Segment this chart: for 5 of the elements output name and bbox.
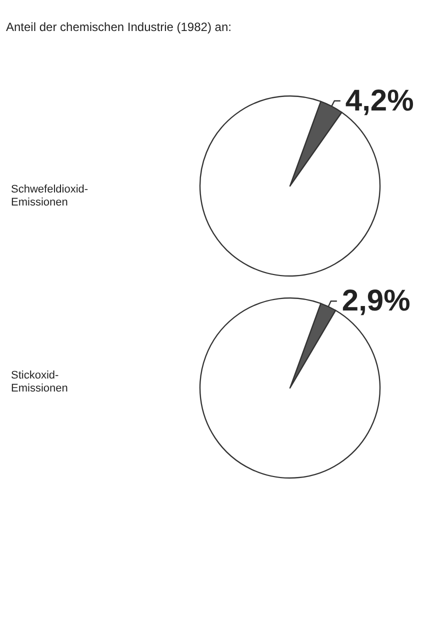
- text: Anteil der chemischen Industrie (1982) an:: [6, 20, 232, 34]
- data-label: 2,9%: [342, 284, 410, 318]
- data-label: 4,2%: [345, 84, 414, 118]
- text: Schwefeldioxid-Emissionen: [11, 184, 88, 208]
- text: Stickoxid-Emissionen: [11, 370, 68, 394]
